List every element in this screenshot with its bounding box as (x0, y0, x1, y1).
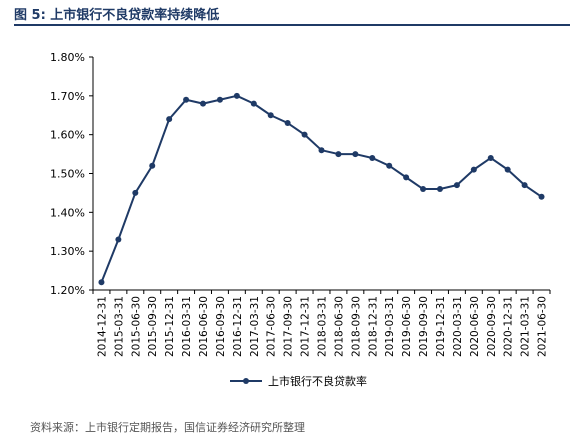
x-tick-label: 2021-06-30 (537, 296, 549, 357)
x-tick-label: 2018-06-30 (333, 296, 345, 357)
data-point (318, 147, 325, 154)
data-point (200, 100, 207, 107)
x-tick-labels: 2014-12-31 2015-03-31 2015-06-30 2015-09-30… (96, 296, 548, 357)
x-tick-label: 2018-09-30 (350, 296, 362, 357)
x-tick-label: 2018-12-31 (367, 296, 379, 357)
chart-legend: 上市银行不良贷款率 (230, 374, 367, 388)
x-tick-label: 2019-06-30 (401, 296, 413, 357)
data-point (453, 182, 460, 189)
data-point (436, 186, 443, 193)
data-point (352, 151, 359, 158)
x-tick-label: 2021-03-31 (520, 296, 532, 357)
title-divider (14, 24, 570, 26)
data-point (470, 166, 477, 173)
data-point (149, 162, 156, 169)
legend-label: 上市银行不良贷款率 (268, 374, 367, 388)
y-tick-label: 1.50% (50, 168, 85, 181)
x-tick-label: 2015-09-30 (147, 296, 159, 357)
data-point (538, 193, 545, 200)
data-point (301, 131, 308, 138)
data-point (369, 154, 376, 161)
x-tick-label: 2015-12-31 (164, 296, 176, 357)
y-tick-label: 1.20% (50, 284, 85, 297)
x-tick-label: 2020-03-31 (452, 296, 464, 357)
x-tick-label: 2016-06-30 (198, 296, 210, 357)
x-tick-label: 2017-06-30 (266, 296, 278, 357)
x-tick-label: 2020-09-30 (486, 296, 498, 357)
x-tick-label: 2020-06-30 (469, 296, 481, 357)
plot-area (98, 92, 545, 286)
data-point (386, 162, 393, 169)
data-point (250, 100, 257, 107)
x-tick-label: 2015-03-31 (113, 296, 125, 357)
chart-axes (89, 56, 551, 294)
x-tick-label: 2016-03-31 (181, 296, 193, 357)
y-tick-label: 1.70% (50, 90, 85, 103)
data-point (284, 120, 291, 127)
data-point (267, 112, 274, 119)
x-tick-label: 2019-03-31 (384, 296, 396, 357)
data-point (216, 96, 223, 103)
y-tick-label: 1.40% (50, 206, 85, 219)
data-point (98, 279, 105, 286)
x-tick-label: 2019-12-31 (435, 296, 447, 357)
data-point (403, 174, 410, 181)
x-tick-label: 2017-03-31 (249, 296, 261, 357)
data-point (183, 96, 190, 103)
data-point (521, 182, 528, 189)
data-point (132, 189, 139, 196)
x-tick-label: 2014-12-31 (96, 296, 108, 357)
series-line (100, 94, 543, 283)
data-point (115, 236, 122, 243)
data-point (166, 116, 173, 123)
x-tick-label: 2017-09-30 (283, 296, 295, 357)
legend-marker (243, 378, 249, 384)
y-tick-labels: 1.20% 1.30% 1.40% 1.50% 1.60% 1.70% 1.80% (50, 51, 85, 297)
x-tick-label: 2018-03-31 (317, 296, 329, 357)
data-point (504, 166, 511, 173)
data-point (487, 154, 494, 161)
y-tick-label: 1.80% (50, 51, 85, 64)
x-tick-label: 2016-09-30 (215, 296, 227, 357)
y-tick-label: 1.60% (50, 129, 85, 142)
x-tick-label: 2016-12-31 (232, 296, 244, 357)
figure-title: 图 5: 上市银行不良贷款率持续降低 (14, 8, 220, 23)
data-point (233, 92, 240, 99)
x-tick-label: 2019-09-30 (418, 296, 430, 357)
data-point (420, 186, 427, 193)
x-tick-label: 2015-06-30 (130, 296, 142, 357)
data-point (335, 151, 342, 158)
source-note: 资料来源：上市银行定期报告，国信证券经济研究所整理 (30, 421, 305, 434)
x-tick-label: 2020-12-31 (503, 296, 515, 357)
y-tick-label: 1.30% (50, 245, 85, 258)
x-tick-label: 2017-12-31 (300, 296, 312, 357)
